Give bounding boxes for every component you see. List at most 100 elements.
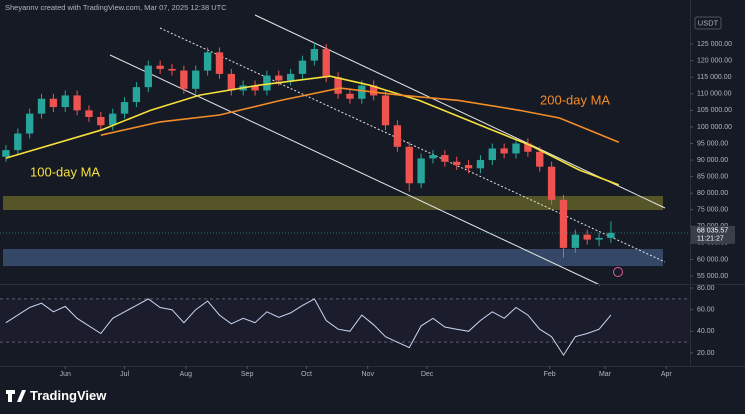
candle-body <box>203 52 212 71</box>
candle-body <box>263 75 271 91</box>
candle-body <box>310 49 319 61</box>
candle-body <box>405 146 413 184</box>
candle-body <box>2 150 10 157</box>
brand: TradingView <box>30 388 107 403</box>
candle-body <box>346 93 354 99</box>
candle-body <box>227 73 235 91</box>
candle-body <box>524 143 532 152</box>
candle-body <box>571 234 580 248</box>
countdown: 11:21:27 <box>697 236 724 243</box>
candle-body <box>441 155 449 162</box>
candle-body <box>120 102 129 114</box>
y-tick-label: 90 000.00 <box>697 157 728 164</box>
y-tick-label: 20.00 <box>697 350 715 357</box>
y-tick-label: 115 000.00 <box>697 74 732 81</box>
y-tick-label: 40.00 <box>697 328 715 335</box>
credit: Sheyannv created with TradingView.com, M… <box>5 3 227 12</box>
candle-body <box>251 85 259 91</box>
logo: TradingView <box>6 388 107 403</box>
y-tick-label: 120 000.00 <box>697 57 732 64</box>
candle-body <box>547 166 556 200</box>
candle-body <box>132 87 141 103</box>
candle-body <box>536 151 544 167</box>
candle-body <box>488 148 496 161</box>
y-tick-label: 85 000.00 <box>697 173 728 180</box>
x-tick-label: Jun <box>60 371 71 378</box>
moving-average <box>5 75 620 186</box>
y-tick-label: 105 000.00 <box>697 107 732 114</box>
candle-body <box>61 95 69 108</box>
candle-body <box>37 98 46 114</box>
rsi-line <box>5 298 612 357</box>
candle-body <box>369 85 378 96</box>
support-zone <box>3 249 663 266</box>
candle-body <box>393 125 402 147</box>
candle-body <box>559 199 568 248</box>
x-tick-label: Mar <box>599 371 612 378</box>
candle-body <box>215 52 224 74</box>
y-tick-label: 110 000.00 <box>697 91 732 98</box>
candle-body <box>476 160 485 169</box>
candle-body <box>381 95 390 126</box>
y-tick-label: 60.00 <box>697 307 715 314</box>
y-tick-label: 60 000.00 <box>697 256 728 263</box>
candle-body <box>298 60 307 74</box>
x-tick-label: Aug <box>180 371 193 378</box>
channel-lower <box>109 54 601 286</box>
logo-mark <box>6 390 26 402</box>
currency: USDT <box>698 18 719 27</box>
y-tick-label: 75 000.00 <box>697 207 728 214</box>
candle-body <box>156 65 164 69</box>
candle-body <box>464 165 473 169</box>
candle-body <box>85 110 93 117</box>
candle-body <box>334 77 342 94</box>
candle-body <box>500 148 508 154</box>
candle-body <box>358 85 366 99</box>
candle-body <box>607 232 615 238</box>
y-tick-label: 80 000.00 <box>697 190 728 197</box>
x-tick-label: Feb <box>544 371 556 378</box>
candle-body <box>192 70 200 89</box>
candle-body <box>73 95 81 111</box>
candle-body <box>417 158 425 184</box>
candle-body <box>286 73 295 81</box>
candle-body <box>49 98 58 108</box>
x-tick-label: Apr <box>661 371 673 378</box>
x-tick-label: Oct <box>301 371 312 378</box>
y-tick-label: 95 000.00 <box>697 140 728 147</box>
candle-body <box>97 116 105 126</box>
ma-label: 100-day MA <box>30 164 100 179</box>
rsi-band <box>0 298 690 343</box>
candle-body <box>180 70 188 89</box>
candle-body <box>144 65 152 88</box>
channel-mid <box>159 27 666 263</box>
candle-body <box>595 237 603 240</box>
last-price-box <box>691 225 735 244</box>
candle-body <box>322 49 330 78</box>
x-tick-label: Jul <box>120 371 129 378</box>
candle-body <box>14 133 22 151</box>
moving-average <box>100 87 620 143</box>
x-tick-label: Sep <box>241 371 254 378</box>
candle-body <box>275 75 283 81</box>
candle-body <box>109 113 117 126</box>
y-tick-label: 80.00 <box>697 285 715 292</box>
candle-body <box>453 161 461 166</box>
resistance-zone <box>3 196 663 210</box>
event-icon <box>613 267 623 277</box>
y-tick-label: 125 000.00 <box>697 41 732 48</box>
y-tick-label: 55 000.00 <box>697 273 728 280</box>
x-tick-label: Dec <box>421 371 434 378</box>
candle-body <box>168 68 176 71</box>
currency-box <box>694 16 722 30</box>
ma-label: 200-day MA <box>540 92 610 107</box>
candle-body <box>429 155 437 159</box>
last-price-label: 68 035.57 <box>697 228 728 235</box>
candle-body <box>512 143 520 154</box>
x-tick-label: Nov <box>362 371 375 378</box>
y-tick-label: 100 000.00 <box>697 124 732 131</box>
candle-body <box>25 113 34 134</box>
candle-body <box>583 234 591 240</box>
